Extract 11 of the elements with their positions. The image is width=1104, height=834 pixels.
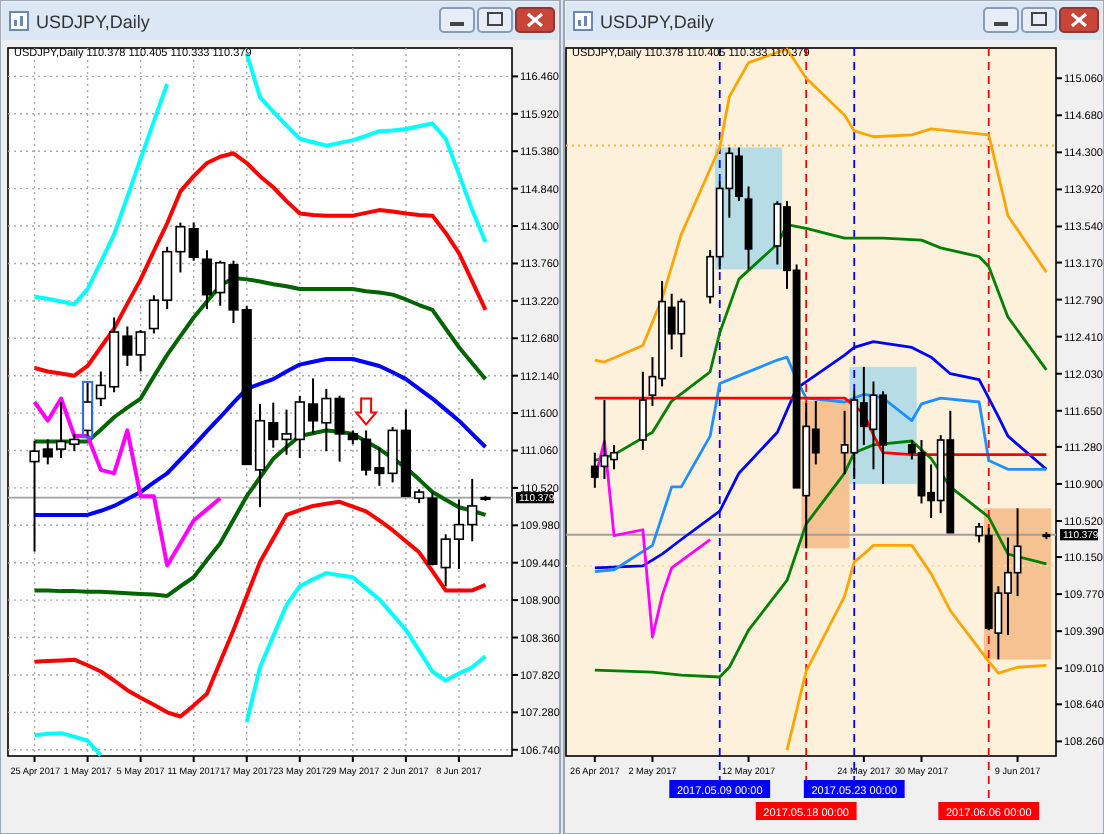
line-series xyxy=(593,439,712,639)
line-series xyxy=(593,439,1048,679)
chart-title: USDJPY,Daily xyxy=(36,12,151,32)
line-series xyxy=(785,543,1048,752)
line-series xyxy=(32,396,223,568)
candlestick xyxy=(638,370,647,451)
line-series xyxy=(32,499,488,719)
line-series xyxy=(32,151,488,378)
candlestick xyxy=(135,328,146,373)
chart-title: USDJPY,Daily xyxy=(600,12,715,32)
line-series xyxy=(32,357,488,517)
